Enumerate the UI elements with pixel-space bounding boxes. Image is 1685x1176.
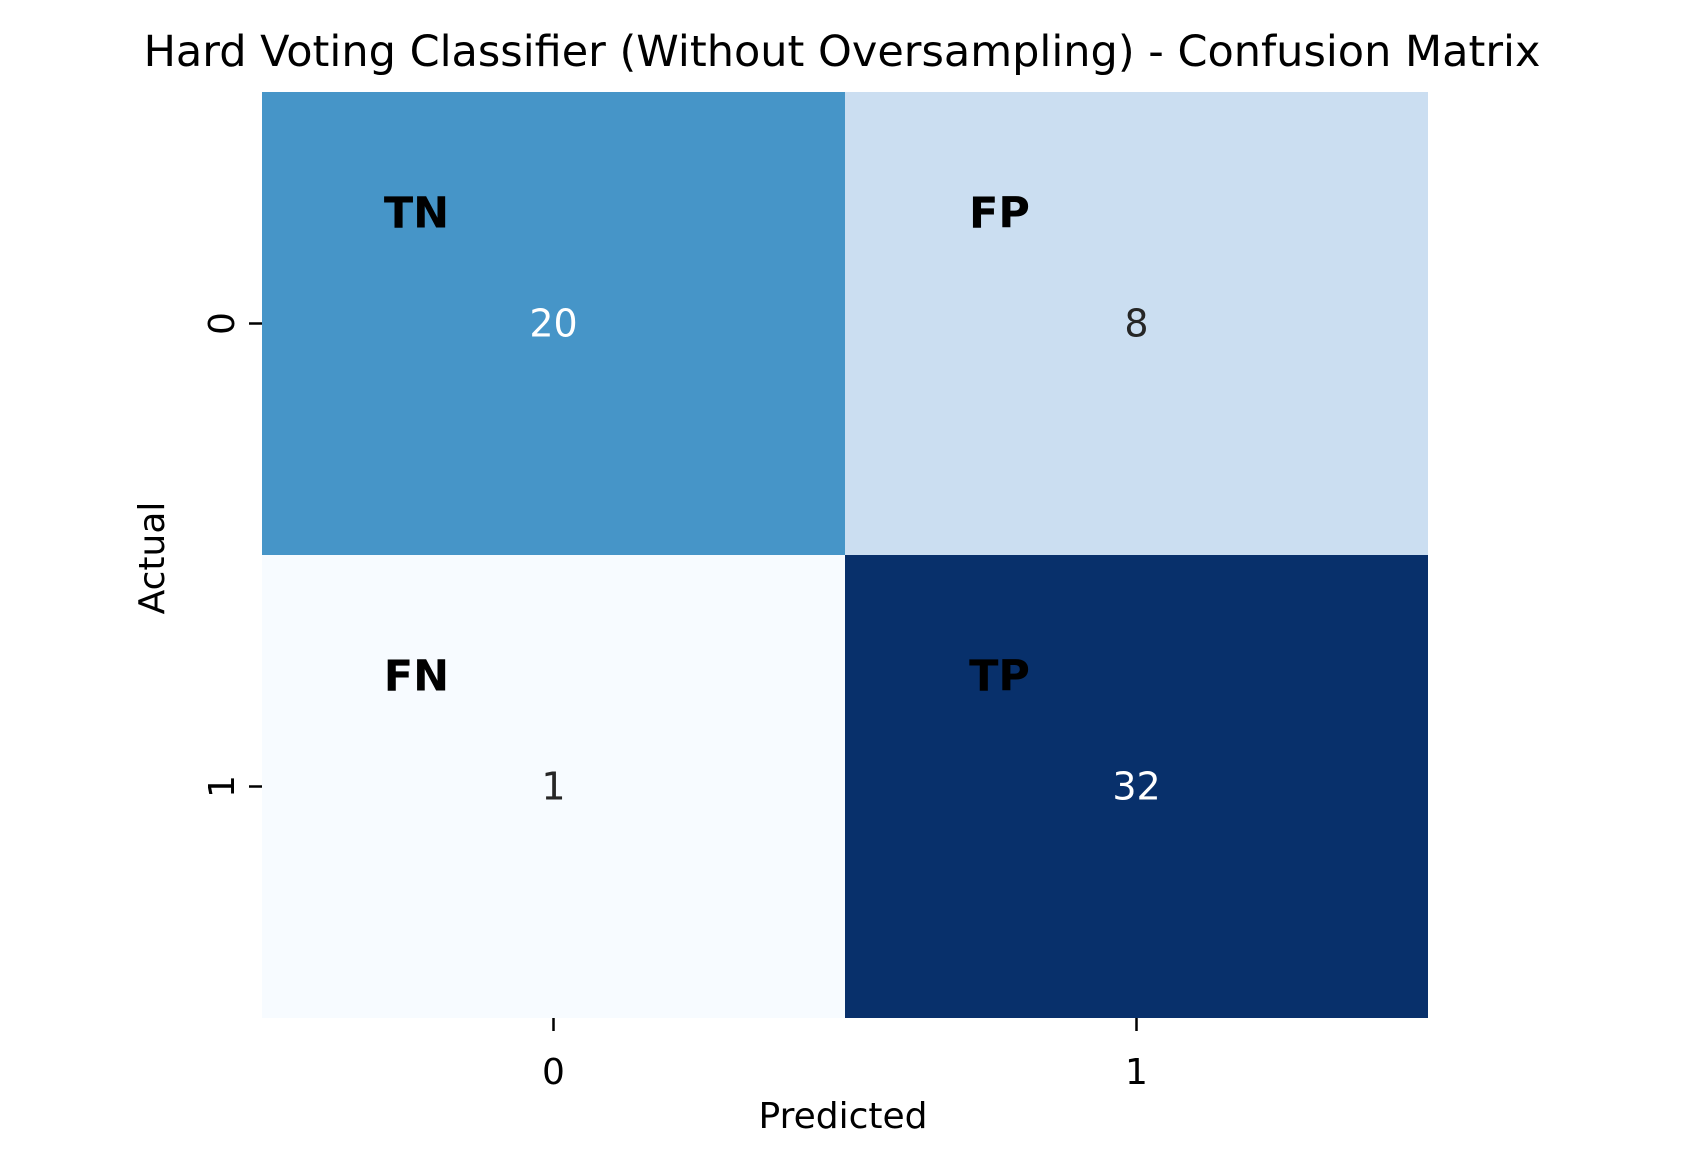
quadrant-label: FP [969,188,1030,238]
y-axis-label: Actual [132,502,173,615]
chart-title: Hard Voting Classifier (Without Oversamp… [144,27,1541,77]
x-tick-label: 1 [1125,1052,1148,1093]
cell-value-label: 8 [1124,302,1148,346]
quadrant-label: TN [384,188,449,238]
heatmap-cell-0-1 [845,92,1428,555]
x-axis-label: Predicted [759,1096,928,1137]
axis-ticks: 0 1 0 1 [202,312,1148,1093]
cell-value-label: 20 [529,302,577,346]
cell-value-label: 1 [541,765,565,809]
y-tick-label: 1 [202,775,243,798]
heatmap-cells: 20 TN 8 FP 1 FN 32 TP [262,92,1428,1018]
heatmap-cell-1-0 [262,555,845,1018]
heatmap-cell-0-0 [262,92,845,555]
x-tick-label: 0 [542,1052,565,1093]
heatmap-cell-1-1 [845,555,1428,1018]
quadrant-label: FN [384,651,449,701]
quadrant-label: TP [969,651,1030,701]
y-tick-label: 0 [202,312,243,335]
cell-value-label: 32 [1112,765,1160,809]
